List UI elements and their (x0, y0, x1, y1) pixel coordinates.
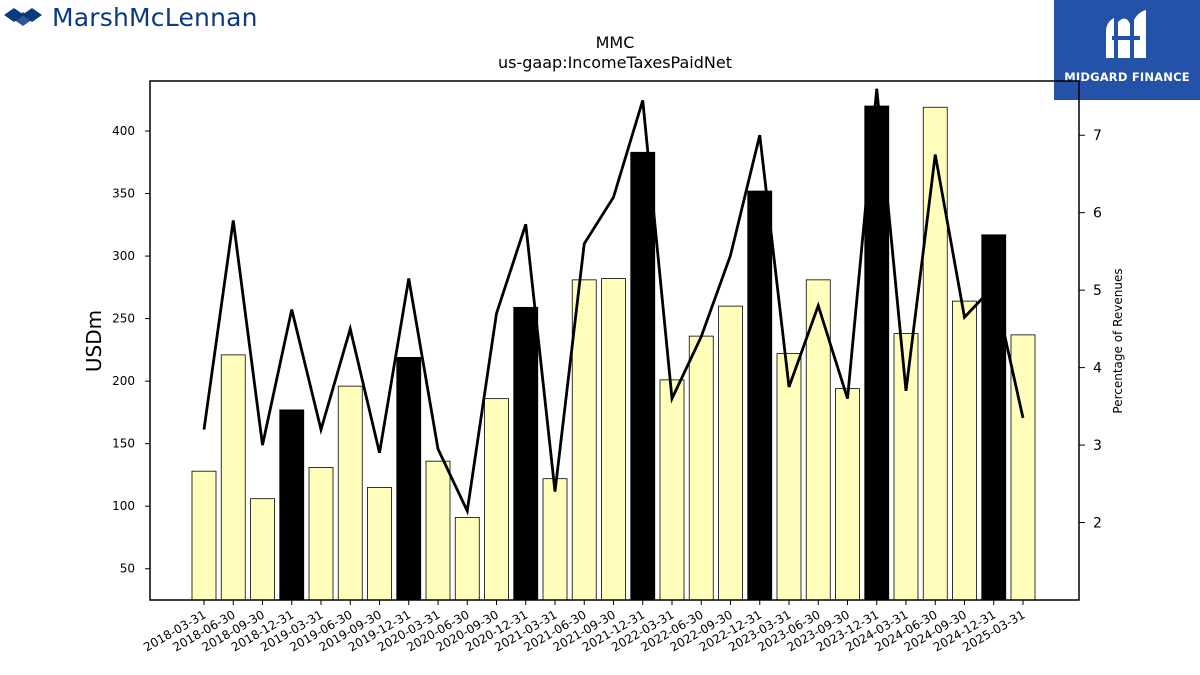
y-tick-label: 150 (112, 437, 135, 451)
percentage-line-series (202, 88, 1025, 516)
y-axis-left: 50 100 150 200 250 300 350 400 (112, 124, 150, 576)
y2-tick-label: 2 (1093, 516, 1102, 532)
bar-2024-06-30 (922, 106, 948, 601)
bar-2020-06-30 (454, 517, 480, 601)
bar-2023-12-31 (864, 105, 890, 601)
bar-2021-03-31 (542, 478, 568, 601)
bar-2019-06-30 (337, 385, 363, 601)
bar-2023-03-31 (776, 353, 802, 601)
y2-axis-label: Percentage of Revenues (1111, 268, 1125, 413)
bar-2021-12-31 (630, 151, 656, 601)
bar-2024-09-30 (952, 300, 977, 601)
bar-2022-06-30 (688, 335, 714, 601)
bar-2018-12-31 (279, 409, 305, 601)
y-tick-label: 250 (112, 312, 135, 326)
y-tick-label: 50 (120, 562, 135, 576)
y-tick-label: 350 (112, 187, 135, 201)
bar-2019-12-31 (396, 356, 422, 601)
y2-tick-label: 5 (1093, 283, 1102, 299)
plot-frame (149, 80, 1080, 601)
chart-title: MMC (596, 33, 635, 52)
y-tick-label: 400 (112, 124, 135, 138)
bar-2022-03-31 (659, 379, 685, 601)
y-tick-label: 100 (112, 499, 135, 513)
bar-2019-09-30 (367, 487, 392, 601)
bar-2019-03-31 (308, 467, 334, 601)
bar-2022-09-30 (718, 305, 743, 601)
bar-2020-09-30 (484, 398, 509, 601)
marsh-mclennan-logo: MarshMcLennan (4, 0, 258, 34)
bar-2021-06-30 (571, 279, 597, 601)
y-tick-label: 200 (112, 374, 135, 388)
y2-tick-label: 3 (1093, 438, 1102, 454)
bar-2022-12-31 (747, 190, 773, 601)
bar-2018-06-30 (220, 354, 246, 601)
x-axis: 2018-03-312018-06-302018-09-302018-12-31… (141, 600, 1028, 654)
bar-2020-12-31 (513, 306, 539, 601)
y-axis-label: USDm (82, 310, 106, 372)
y-tick-label: 300 (112, 249, 135, 263)
bar-2018-09-30 (250, 498, 275, 601)
bar-2021-09-30 (601, 278, 626, 601)
bar-2018-03-31 (191, 470, 217, 601)
bar-2024-03-31 (893, 333, 919, 601)
brand-right-name: MIDGARD FINANCE (1064, 70, 1190, 84)
y-axis-right: 2 3 4 5 6 7 (1079, 128, 1102, 532)
chart-subtitle: us-gaap:IncomeTaxesPaidNet (498, 53, 732, 72)
y2-tick-label: 4 (1093, 361, 1102, 377)
brand-left-name: MarshMcLennan (52, 2, 258, 32)
marsh-mclennan-logo-icon (4, 8, 42, 26)
percentage-line (202, 88, 1025, 516)
bar-series (191, 105, 1036, 601)
y2-tick-label: 7 (1093, 128, 1102, 144)
bar-2023-09-30 (835, 388, 860, 601)
y2-tick-label: 6 (1093, 206, 1102, 222)
midgard-finance-logo-icon (1106, 10, 1146, 59)
bar-2020-03-31 (425, 460, 451, 601)
